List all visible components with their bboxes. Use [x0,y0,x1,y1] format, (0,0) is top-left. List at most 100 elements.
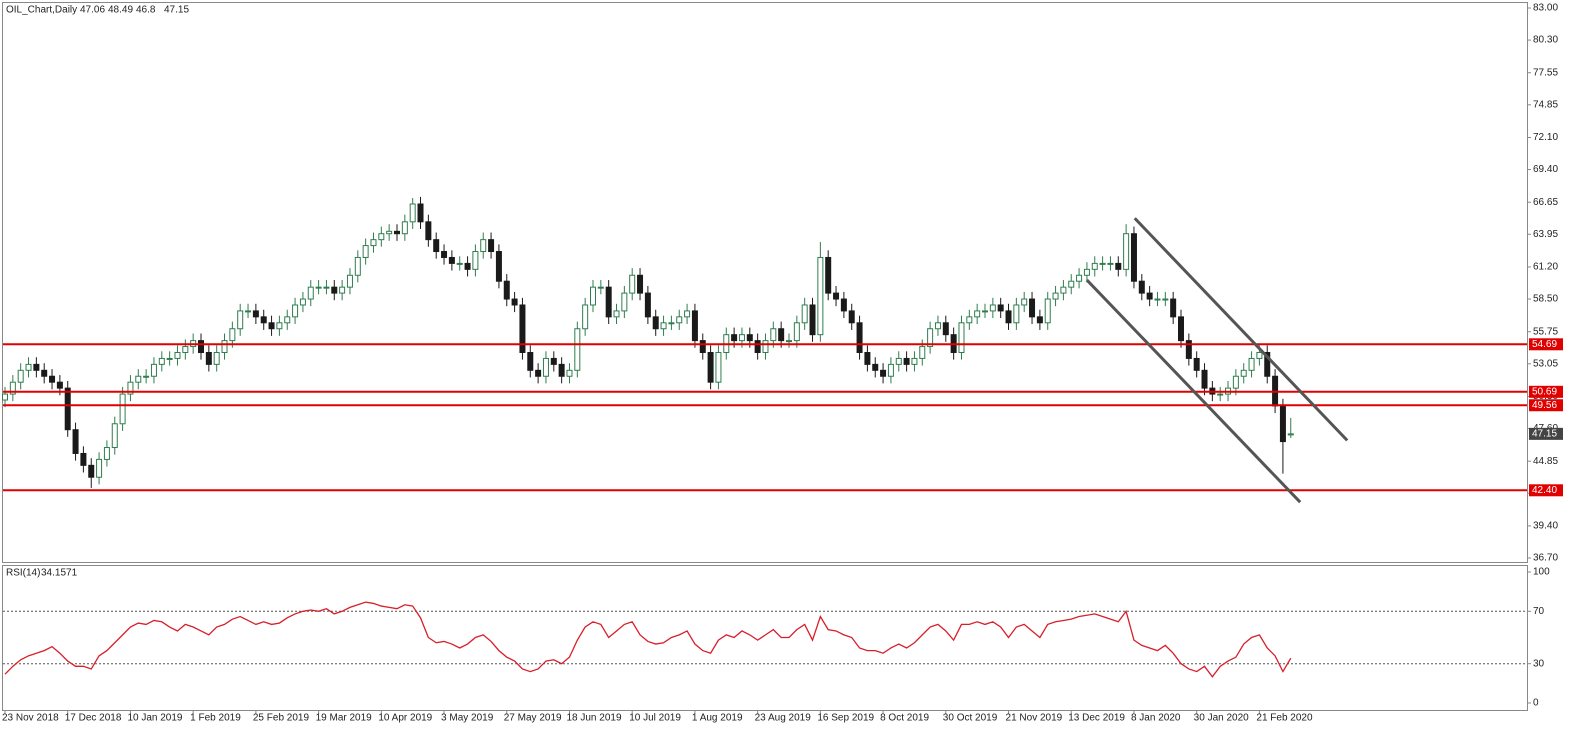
candle-body [417,203,424,223]
candle-body [989,304,996,312]
y-tick-label: 36.70 [1533,553,1558,564]
candle-body [1130,233,1137,282]
y-tick-label: 83.00 [1533,3,1558,14]
candle-body [299,298,306,306]
y-tick-label: 100 [1533,567,1550,578]
candle-body [25,363,32,371]
candle-body [637,274,644,294]
candle-body [1279,405,1286,443]
x-tick-label: 10 Apr 2019 [378,713,432,724]
candle-body [566,369,573,377]
candle-body [1076,274,1083,282]
candle-body [307,286,314,300]
x-tick-label: 21 Feb 2020 [1256,713,1313,724]
y-tick-label: 74.85 [1533,99,1558,110]
candle-body [982,310,988,313]
price-panel [2,2,1528,563]
y-tick-label: 0 [1533,698,1539,709]
candle-body [88,464,95,478]
ohlc-low: 46.8 [136,5,156,16]
candle-body [880,369,887,377]
candle-body [158,357,165,365]
candle-body [1029,298,1036,318]
candle-body [386,230,393,235]
candle-body [699,340,706,353]
candle-body [1201,369,1208,389]
candle-body [1170,298,1177,318]
candle-body [49,375,56,383]
candle-body [1217,393,1224,396]
candle-body [464,262,471,270]
candle-body [1287,433,1294,436]
price-label: 47.15 [1532,429,1557,440]
candle-body [346,274,353,288]
candle-body [370,239,377,247]
candle-body [268,322,275,330]
candle-body [1138,280,1145,294]
candle-body [1021,298,1028,306]
y-tick-label: 80.30 [1533,35,1558,46]
candle-body [362,245,369,258]
candle-body [111,423,118,449]
candle-body [1123,233,1130,270]
x-tick-label: 19 Mar 2019 [316,713,373,724]
candle-body [1068,280,1075,288]
rsi-value: 34.1571 [41,568,78,579]
candle-body [817,256,824,336]
x-tick-label: 10 Jul 2019 [629,713,681,724]
candle-body [754,340,761,353]
candle-body [150,363,157,377]
candle-body [864,351,871,365]
candle-body [143,375,150,378]
x-tick-label: 1 Aug 2019 [692,713,743,724]
rsi-panel [2,565,1528,711]
candle-body [856,322,863,353]
y-tick-label: 63.95 [1533,229,1558,240]
x-tick-label: 23 Nov 2018 [2,713,59,724]
candle-body [927,328,934,348]
y-tick-label: 72.10 [1533,132,1558,143]
candle-body [472,251,479,270]
level-label-box [1529,484,1563,497]
x-tick-label: 18 Jun 2019 [566,713,621,724]
candle-body [778,328,785,342]
candle-body [629,274,636,294]
chart-title: OIL_Chart,Daily [6,5,77,16]
candle-body [1013,304,1020,324]
candle-body [182,346,189,353]
candle-body [488,239,495,253]
candle-body [401,221,408,235]
y-tick-label: 66.65 [1533,197,1558,208]
candle-body [354,256,361,276]
trendline [1133,217,1349,442]
candle-body [1146,292,1153,300]
candle-body [652,316,659,330]
candle-body [825,256,832,294]
y-tick-label: 58.50 [1533,294,1558,305]
candle-body [605,286,612,318]
candle-body [495,251,502,282]
candle-body [550,357,557,365]
x-tick-label: 30 Jan 2020 [1194,713,1249,724]
candle-body [966,316,973,324]
candle-body [707,351,714,383]
level-label-box [1529,385,1563,398]
candle-body [276,322,283,330]
candle-body [582,304,589,330]
candle-body [80,452,87,466]
candle-body [174,351,181,359]
candle-body [425,221,432,241]
candle-body [535,369,542,377]
candle-body [519,304,526,353]
y-tick-label: 53.05 [1533,358,1558,369]
candle-body [56,381,63,389]
candle-body [103,447,110,460]
y-tick-label: 44.85 [1533,456,1558,467]
candle-body [331,286,338,294]
candle-body [1193,357,1200,371]
candle-body [1107,262,1114,265]
x-tick-label: 21 Nov 2019 [1006,713,1063,724]
candle-body [684,310,691,318]
